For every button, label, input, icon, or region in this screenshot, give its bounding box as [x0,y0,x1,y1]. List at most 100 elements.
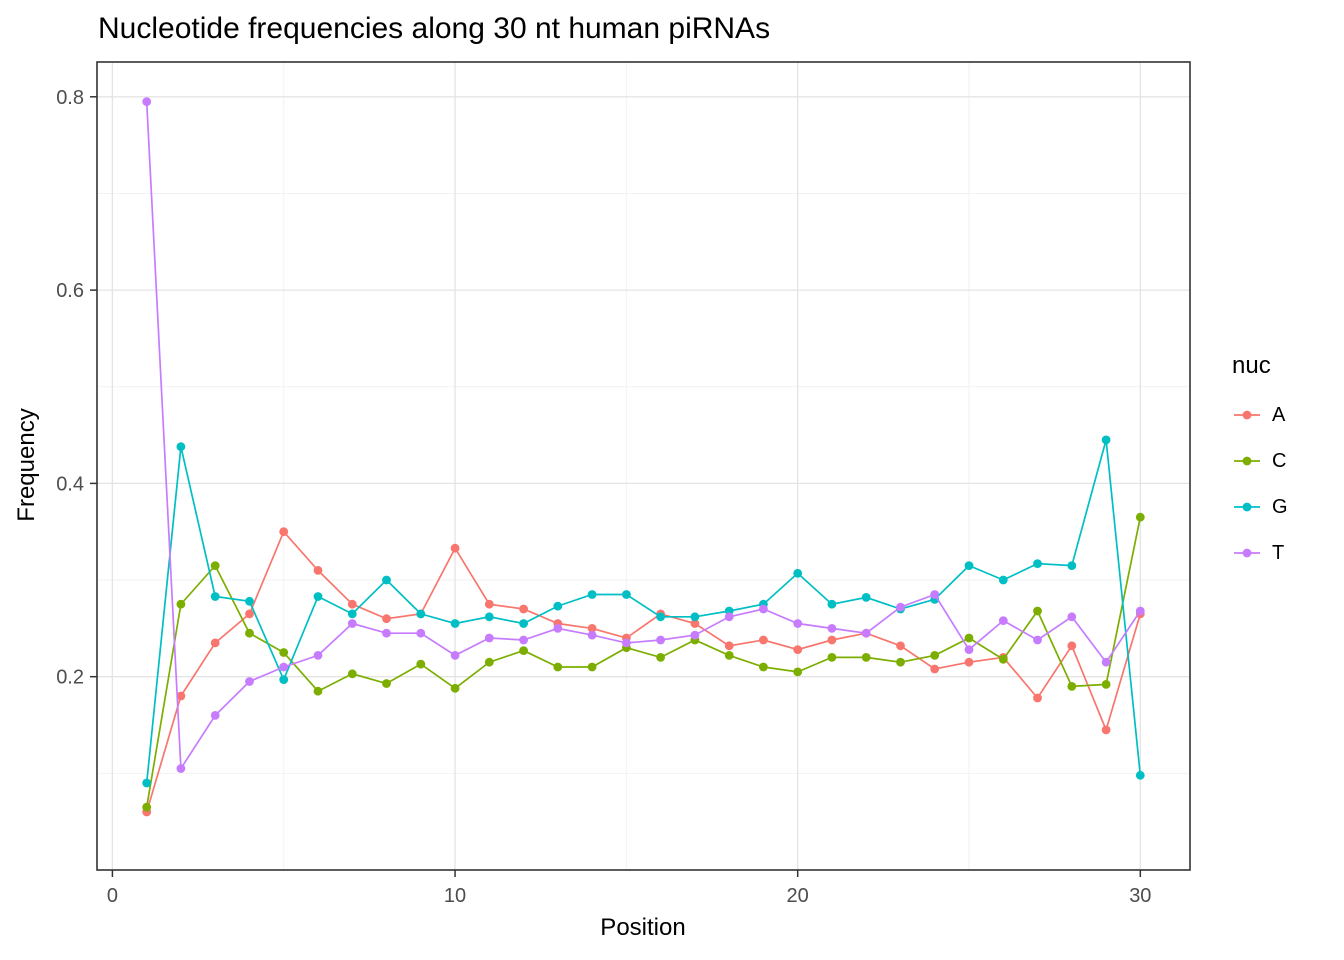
data-point-T [484,633,494,643]
legend-label-C: C [1272,449,1287,472]
data-point-G [484,612,494,622]
legend-key-point [1242,548,1252,558]
data-point-C [793,667,803,677]
data-point-T [827,624,837,633]
data-point-G [793,568,803,578]
data-point-T [210,711,220,720]
data-point-A [245,609,254,619]
legend-label-T: T [1272,541,1285,564]
data-point-T [861,628,871,638]
data-point-G [210,592,220,601]
data-point-C [656,653,665,662]
data-point-A [279,527,289,537]
x-tick-label: 30 [1129,885,1151,907]
data-point-C [827,653,837,662]
data-point-C [896,657,905,667]
data-point-A [587,624,597,633]
data-point-C [519,646,528,655]
data-point-G [861,593,871,602]
data-point-A [519,604,528,614]
data-point-C [176,599,186,609]
data-point-T [1033,635,1042,645]
data-point-T [279,662,289,672]
data-point-A [759,635,768,645]
data-point-C [759,662,768,672]
data-point-T [998,616,1008,625]
legend-key-point [1242,456,1252,466]
legend-key-point [1242,502,1252,512]
legend-label-G: G [1272,495,1288,518]
data-point-G [1135,770,1145,780]
data-point-T [1101,657,1111,667]
legend-title: nuc [1232,352,1271,379]
data-point-G [519,619,528,628]
data-point-C [1067,682,1077,691]
data-point-T [896,602,905,612]
data-point-G [450,619,460,628]
data-point-C [964,633,974,643]
data-point-T [519,635,528,645]
data-point-C [210,561,220,570]
data-point-T [656,635,665,645]
data-point-G [622,590,631,599]
data-point-C [416,659,426,669]
data-point-T [759,604,768,614]
data-point-C [382,679,391,688]
y-tick-label: 0.6 [56,280,84,302]
data-point-G [416,609,426,619]
data-point-T [690,630,700,640]
data-point-A [964,657,974,667]
y-tick-label: 0.2 [56,667,84,689]
legend-label-A: A [1272,403,1286,426]
data-point-A [1067,641,1077,651]
data-point-A [450,543,460,553]
data-point-T [245,677,254,686]
data-point-A [724,641,734,651]
data-point-C [587,662,597,672]
data-point-A [896,641,905,651]
legend-item-T: T [1232,538,1288,568]
data-point-T [793,619,803,628]
series-line-A [145,530,1142,813]
data-point-C [1135,512,1145,522]
series-line-G [145,439,1142,784]
x-tick-label: 20 [787,885,809,907]
data-point-G [998,575,1008,585]
data-point-G [382,575,391,585]
data-point-C [553,662,563,672]
x-axis-title: Position [600,914,686,941]
data-point-C [724,651,734,660]
data-point-C [484,657,494,667]
data-point-T [587,630,597,640]
chart-title: Nucleotide frequencies along 30 nt human… [98,12,771,45]
data-point-C [998,654,1008,664]
data-point-C [142,802,152,812]
data-point-T [1067,612,1077,622]
data-point-G [553,601,563,611]
data-point-G [142,778,152,788]
data-point-A [347,599,357,609]
legend-key-icon-G [1234,502,1260,512]
data-point-A [690,619,700,628]
data-point-G [245,596,254,606]
data-point-A [930,664,940,674]
data-point-T [176,764,186,773]
data-point-C [1033,606,1042,616]
data-point-T [622,638,631,648]
data-point-T [724,612,734,622]
data-point-C [347,669,357,679]
panel-border [96,61,1191,871]
data-point-C [279,648,289,657]
y-tick-label: 0.8 [56,87,84,109]
legend-key-icon-C [1234,456,1260,466]
data-point-T [347,619,357,628]
x-tick-label: 0 [107,885,118,907]
data-point-T [1135,606,1145,616]
data-point-A [1101,725,1111,735]
data-point-G [690,612,700,622]
y-tick-label: 0.4 [56,473,84,495]
legend-item-A: A [1232,400,1288,430]
data-point-A [1033,693,1042,703]
